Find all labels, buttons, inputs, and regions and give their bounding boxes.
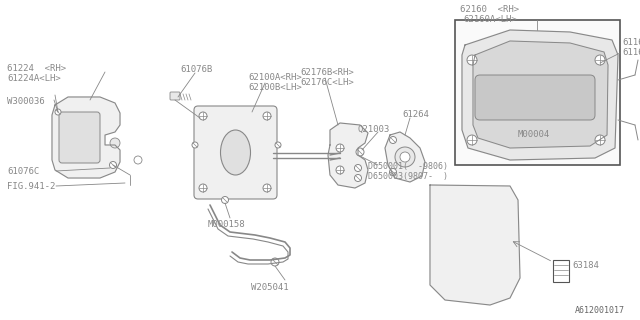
Circle shape — [467, 135, 477, 145]
FancyBboxPatch shape — [475, 75, 595, 120]
Text: 61166G<RH>
61166H<LH>: 61166G<RH> 61166H<LH> — [622, 38, 640, 57]
Circle shape — [336, 166, 344, 174]
Text: 62176B<RH>
62176C<LH>: 62176B<RH> 62176C<LH> — [300, 68, 354, 87]
FancyBboxPatch shape — [59, 112, 100, 163]
Circle shape — [355, 164, 362, 172]
Circle shape — [55, 109, 61, 115]
Text: M000158: M000158 — [208, 220, 246, 229]
Polygon shape — [430, 185, 520, 305]
Text: 62160  <RH>
62160A<LH>: 62160 <RH> 62160A<LH> — [460, 5, 520, 24]
Polygon shape — [462, 30, 618, 160]
Text: FIG.941-2: FIG.941-2 — [7, 182, 56, 191]
Text: Q21003: Q21003 — [358, 125, 390, 134]
Text: 62100A<RH>
62100B<LH>: 62100A<RH> 62100B<LH> — [248, 73, 301, 92]
Polygon shape — [473, 41, 608, 148]
Circle shape — [199, 184, 207, 192]
Circle shape — [595, 135, 605, 145]
Circle shape — [467, 55, 477, 65]
Text: W300036: W300036 — [7, 97, 45, 106]
Circle shape — [390, 169, 397, 175]
Circle shape — [263, 112, 271, 120]
Text: A612001017: A612001017 — [575, 306, 625, 315]
Circle shape — [271, 258, 279, 266]
Circle shape — [263, 184, 271, 192]
Circle shape — [395, 147, 415, 167]
Text: 61076B: 61076B — [180, 65, 212, 74]
Circle shape — [192, 142, 198, 148]
Circle shape — [275, 142, 281, 148]
Text: 61224  <RH>
61224A<LH>: 61224 <RH> 61224A<LH> — [7, 64, 66, 84]
Bar — [553, 260, 569, 282]
Text: M00004: M00004 — [518, 130, 550, 139]
Text: 61264: 61264 — [402, 110, 429, 119]
Circle shape — [221, 196, 228, 204]
Circle shape — [134, 156, 142, 164]
Circle shape — [400, 152, 410, 162]
Circle shape — [110, 138, 120, 148]
Polygon shape — [328, 123, 368, 188]
FancyBboxPatch shape — [194, 106, 277, 199]
Text: D650001(  -9806)
D650003(9807-  ): D650001( -9806) D650003(9807- ) — [368, 162, 448, 181]
FancyBboxPatch shape — [170, 92, 180, 100]
Polygon shape — [52, 97, 120, 178]
Circle shape — [356, 148, 364, 156]
Circle shape — [390, 137, 397, 143]
Text: 61076C: 61076C — [7, 167, 39, 176]
Circle shape — [595, 55, 605, 65]
Ellipse shape — [221, 130, 250, 175]
Circle shape — [336, 144, 344, 152]
Circle shape — [109, 162, 116, 169]
Polygon shape — [385, 132, 425, 182]
Text: W205041: W205041 — [251, 283, 289, 292]
Text: 63184: 63184 — [572, 260, 599, 269]
Bar — [455, 20, 620, 165]
Circle shape — [199, 112, 207, 120]
Circle shape — [355, 174, 362, 181]
